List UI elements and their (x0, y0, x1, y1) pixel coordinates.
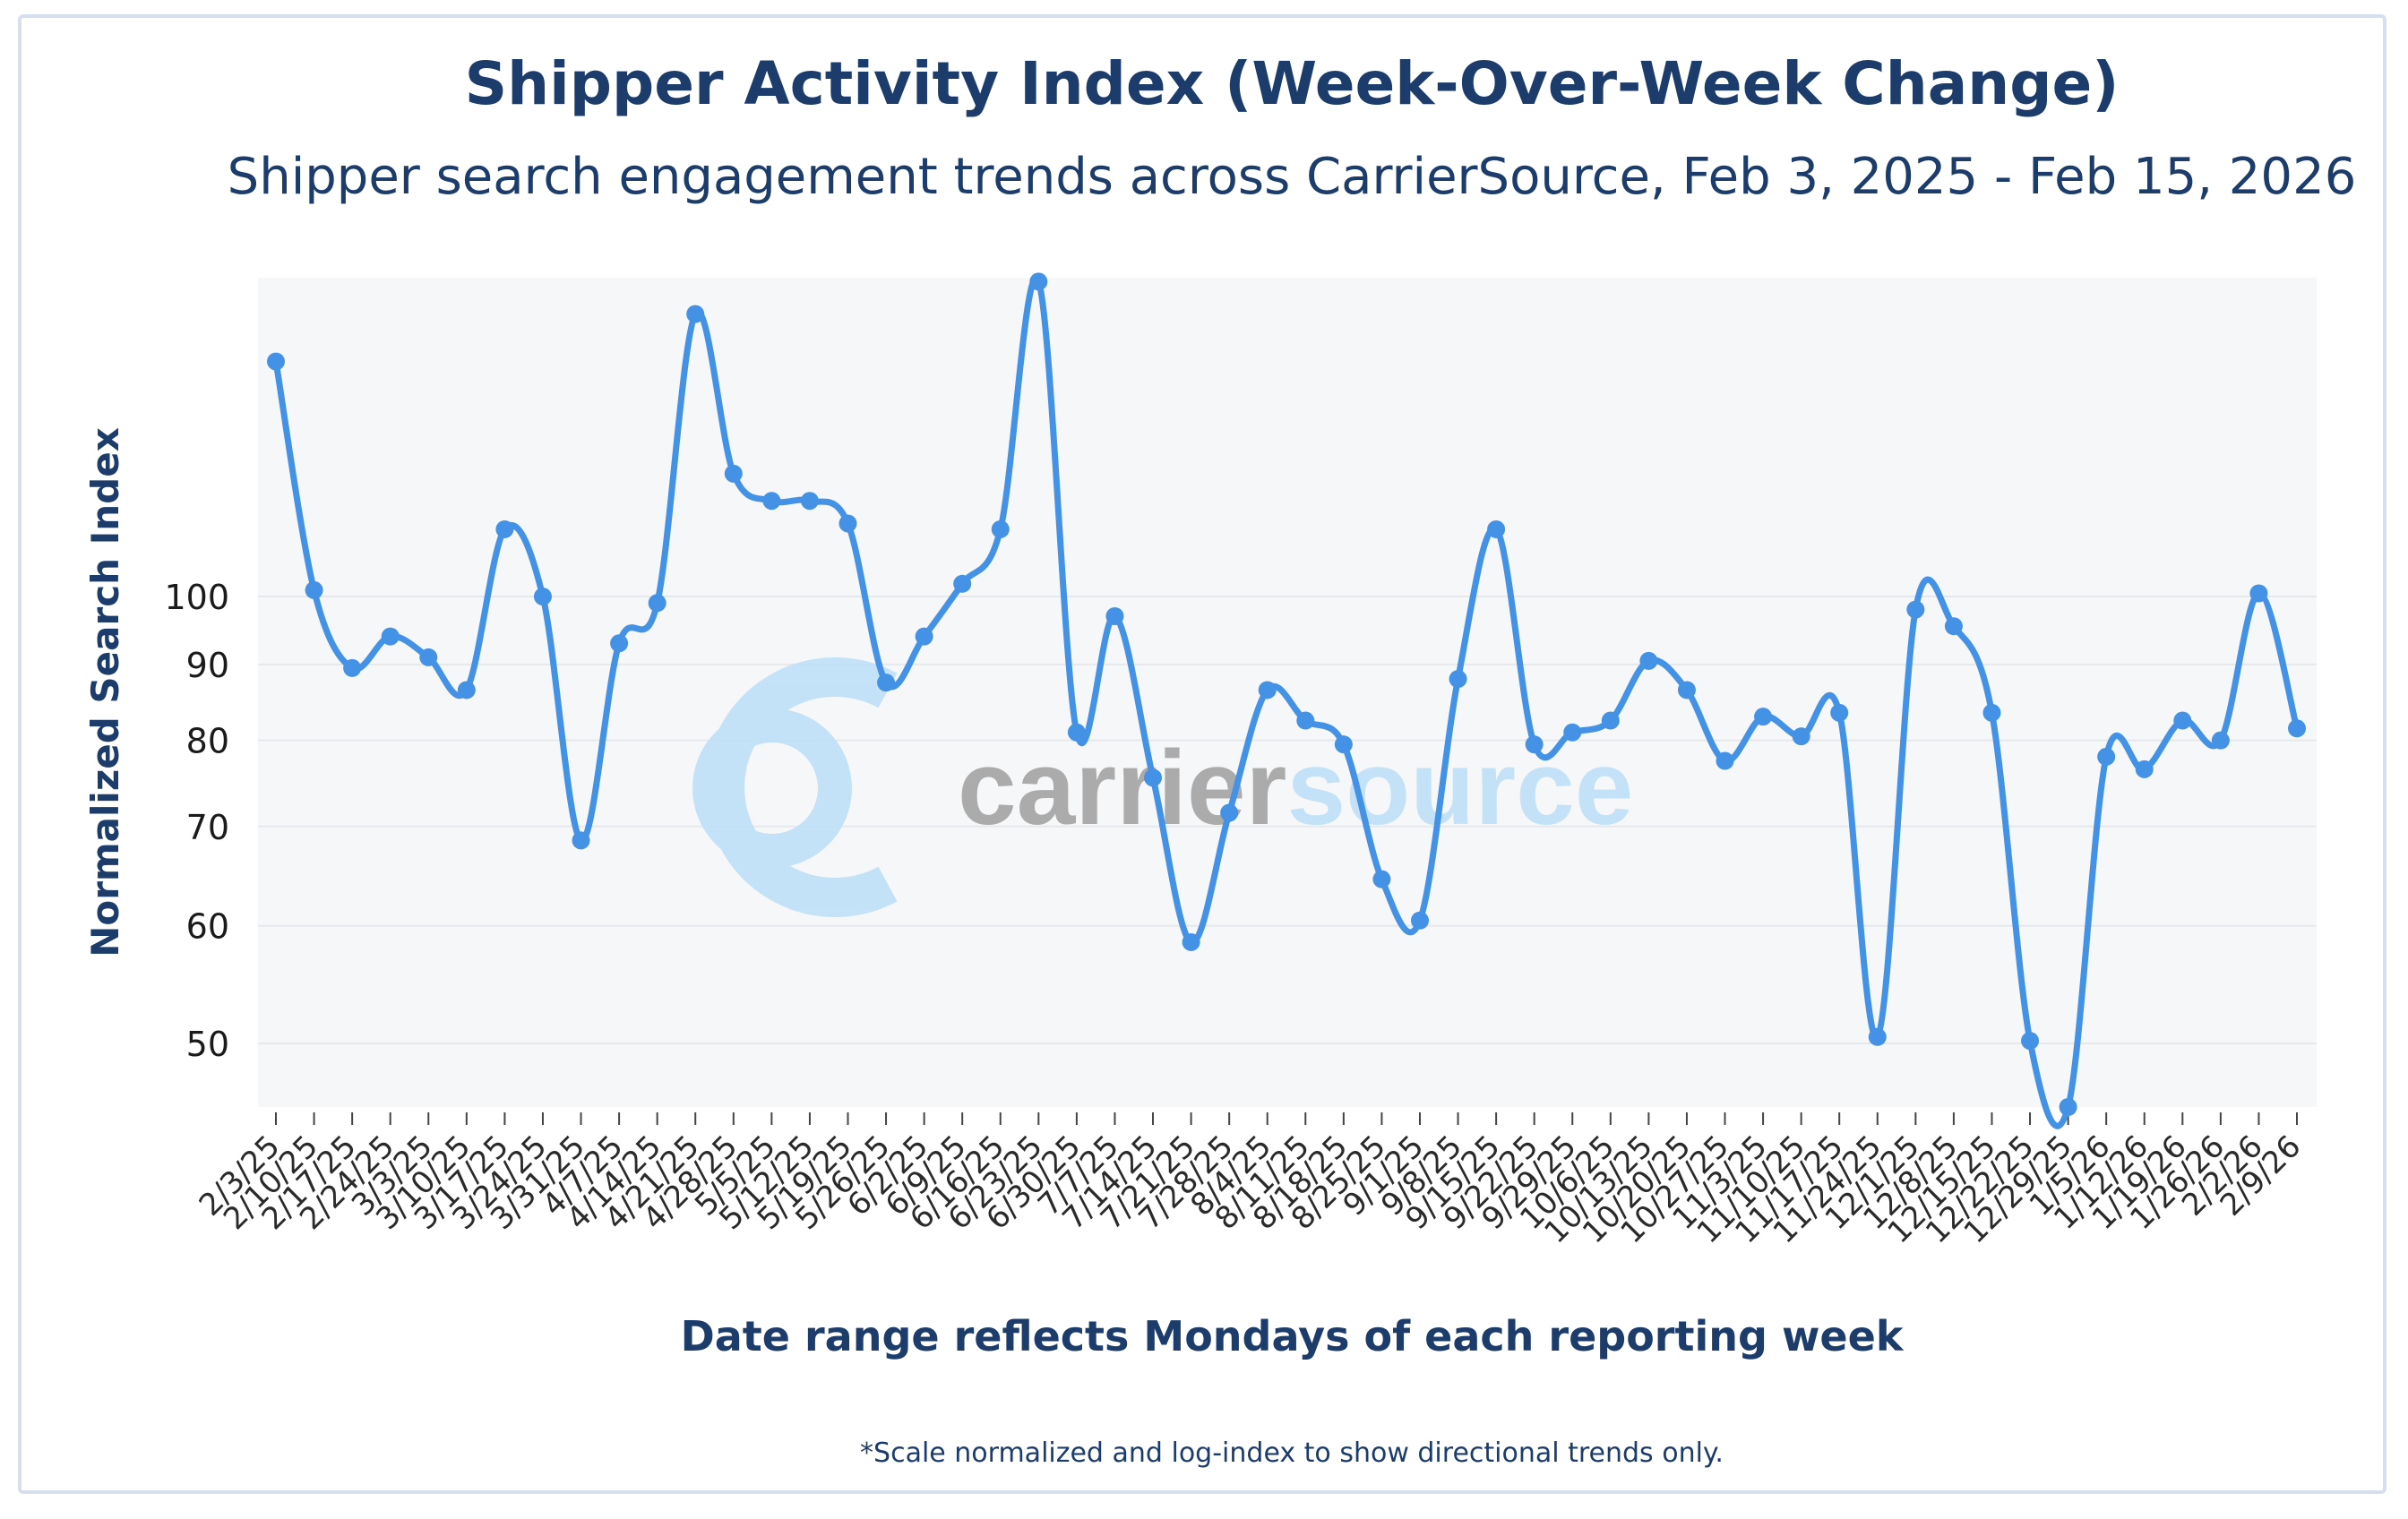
data-point[interactable] (1906, 600, 1925, 619)
watermark-logo-core (692, 708, 852, 868)
y-axis: 50 60 70 80 90 100 (164, 578, 229, 1064)
data-point[interactable] (2097, 747, 2116, 766)
series-line (272, 275, 2300, 1129)
data-point[interactable] (991, 519, 1010, 538)
watermark-text-dark: carrier (958, 729, 1286, 847)
data-point[interactable] (2173, 711, 2192, 730)
data-point[interactable] (1525, 735, 1544, 754)
y-tick-label: 80 (186, 722, 229, 761)
data-point[interactable] (1944, 617, 1963, 636)
data-point[interactable] (2135, 760, 2154, 778)
data-point[interactable] (1220, 803, 1239, 822)
data-point[interactable] (1716, 751, 1734, 770)
x-axis-label: Date range reflects Mondays of each repo… (681, 1312, 1905, 1360)
data-point[interactable] (343, 658, 362, 677)
y-tick-label: 70 (186, 808, 229, 847)
data-point[interactable] (1868, 1027, 1887, 1046)
data-point[interactable] (495, 519, 514, 538)
data-point[interactable] (1563, 723, 1582, 742)
data-point[interactable] (1982, 703, 2001, 722)
y-tick-label: 60 (186, 907, 229, 947)
data-point[interactable] (1677, 681, 1696, 699)
data-point[interactable] (953, 574, 972, 593)
data-point[interactable] (762, 492, 781, 511)
watermark-text: carriersource (958, 729, 1633, 847)
data-point[interactable] (838, 514, 857, 533)
watermark: carriersource (692, 657, 1633, 917)
data-point[interactable] (1182, 932, 1200, 951)
data-point[interactable] (267, 352, 285, 371)
data-point[interactable] (2059, 1098, 2077, 1116)
data-point[interactable] (648, 594, 666, 613)
data-point[interactable] (610, 634, 629, 653)
data-point[interactable] (1372, 870, 1391, 888)
series-line-group (267, 272, 2306, 1129)
footnote: *Scale normalized and log-index to show … (860, 1437, 1724, 1469)
y-tick-label: 100 (164, 578, 229, 617)
data-point[interactable] (2288, 719, 2306, 738)
data-point[interactable] (1144, 768, 1163, 787)
data-point[interactable] (1487, 519, 1506, 538)
data-point[interactable] (1830, 703, 1849, 722)
data-point[interactable] (1410, 911, 1429, 930)
data-point[interactable] (1449, 670, 1467, 689)
data-point[interactable] (572, 831, 590, 850)
data-point[interactable] (457, 681, 476, 699)
chart-subtitle: Shipper search engagement trends across … (228, 148, 2357, 206)
data-point[interactable] (724, 464, 743, 483)
chart-card: Shipper Activity Index (Week-Over-Week C… (18, 14, 2386, 1494)
chart-title: Shipper Activity Index (Week-Over-Week C… (465, 49, 2120, 118)
data-point[interactable] (2211, 731, 2230, 750)
data-point[interactable] (1067, 723, 1086, 742)
x-axis: 2/3/252/10/252/17/252/24/253/3/253/10/25… (193, 1112, 2308, 1250)
data-point[interactable] (1029, 272, 1048, 291)
data-point[interactable] (1296, 711, 1315, 730)
data-point[interactable] (877, 674, 896, 692)
y-tick-label: 50 (186, 1025, 229, 1064)
data-point[interactable] (305, 580, 323, 599)
data-point[interactable] (381, 627, 400, 646)
plot-area (258, 278, 2317, 1107)
data-point[interactable] (686, 305, 705, 323)
data-point[interactable] (800, 492, 819, 511)
data-point[interactable] (2249, 584, 2268, 603)
data-point[interactable] (1792, 727, 1810, 746)
y-tick-label: 90 (186, 646, 229, 685)
data-point[interactable] (915, 627, 933, 646)
data-point[interactable] (533, 588, 552, 606)
y-axis-label: Normalized Search Index (83, 427, 127, 957)
chart: Shipper Activity Index (Week-Over-Week C… (83, 49, 2357, 1469)
data-point[interactable] (1754, 708, 1773, 726)
data-point[interactable] (2021, 1032, 2040, 1051)
data-point[interactable] (1105, 606, 1124, 625)
data-point[interactable] (1601, 711, 1620, 730)
data-point[interactable] (1639, 651, 1658, 670)
data-point[interactable] (1334, 735, 1353, 754)
data-point[interactable] (1258, 681, 1277, 699)
data-point[interactable] (419, 648, 438, 666)
